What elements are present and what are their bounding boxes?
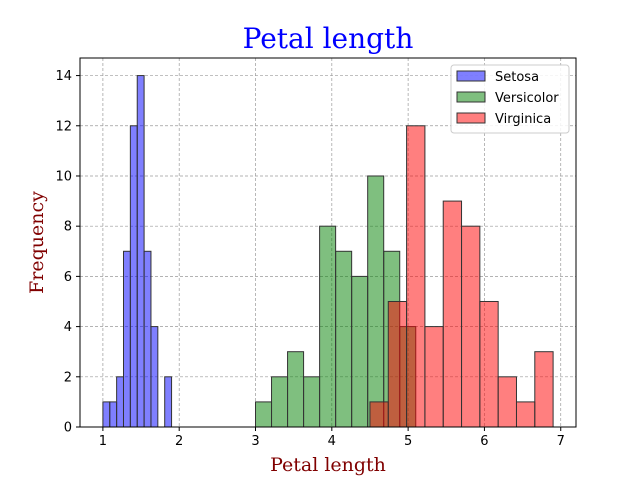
x-tick-label: 2 xyxy=(175,434,183,449)
bar-virginica xyxy=(406,125,426,428)
legend-swatch-versicolor xyxy=(456,91,486,103)
plot-frame xyxy=(79,57,577,428)
bar-virginica xyxy=(479,300,499,428)
bar-virginica xyxy=(461,225,481,428)
x-tick-label: 5 xyxy=(404,434,412,449)
bar-virginica xyxy=(534,351,554,428)
bar-setosa xyxy=(129,125,138,428)
bar-versicolor xyxy=(351,275,369,428)
bar-versicolor xyxy=(287,351,305,428)
bar-setosa xyxy=(109,401,118,428)
bar-virginica xyxy=(424,326,444,428)
legend-label-versicolor: Versicolor xyxy=(495,91,559,106)
legend-label-setosa: Setosa xyxy=(495,70,539,85)
bar-setosa xyxy=(136,75,145,428)
bar-virginica xyxy=(369,401,389,428)
y-tick-label: 12 xyxy=(55,119,72,134)
y-axis-label: Frequency xyxy=(26,191,48,294)
legend-label-virginica: Virginica xyxy=(495,112,551,127)
bar-versicolor xyxy=(335,250,353,428)
legend-swatch-setosa xyxy=(456,70,486,82)
y-tick-label: 14 xyxy=(55,69,72,84)
y-tick-label: 2 xyxy=(64,370,72,385)
x-tick-label: 7 xyxy=(557,434,565,449)
bar-versicolor xyxy=(303,376,321,428)
bar-setosa xyxy=(102,401,111,428)
bar-virginica xyxy=(387,300,408,428)
bar-virginica xyxy=(515,401,536,428)
x-tick-label: 4 xyxy=(328,434,336,449)
bar-setosa xyxy=(122,250,131,428)
bar-versicolor xyxy=(367,175,385,428)
y-tick-label: 8 xyxy=(64,220,72,235)
y-tick-label: 0 xyxy=(64,421,72,436)
bar-setosa xyxy=(143,250,152,428)
bar-setosa xyxy=(150,326,159,428)
legend: Setosa Versicolor Virginica xyxy=(450,64,570,134)
y-tick-label: 10 xyxy=(55,169,72,184)
bar-virginica xyxy=(442,200,463,428)
y-tick-label: 4 xyxy=(64,320,72,335)
legend-swatch-virginica xyxy=(456,112,486,124)
x-axis-label: Petal length xyxy=(270,454,386,476)
bar-setosa xyxy=(164,376,173,428)
bar-virginica xyxy=(497,376,517,428)
chart-title: Petal length xyxy=(243,22,414,55)
x-tick-label: 6 xyxy=(480,434,488,449)
bar-versicolor xyxy=(319,225,337,428)
y-tick-label: 6 xyxy=(64,270,72,285)
x-tick-label: 3 xyxy=(251,434,259,449)
bar-setosa xyxy=(116,376,124,428)
bars xyxy=(102,75,554,428)
bar-versicolor xyxy=(271,376,289,428)
bar-versicolor xyxy=(255,401,273,428)
x-tick-label: 1 xyxy=(99,434,107,449)
